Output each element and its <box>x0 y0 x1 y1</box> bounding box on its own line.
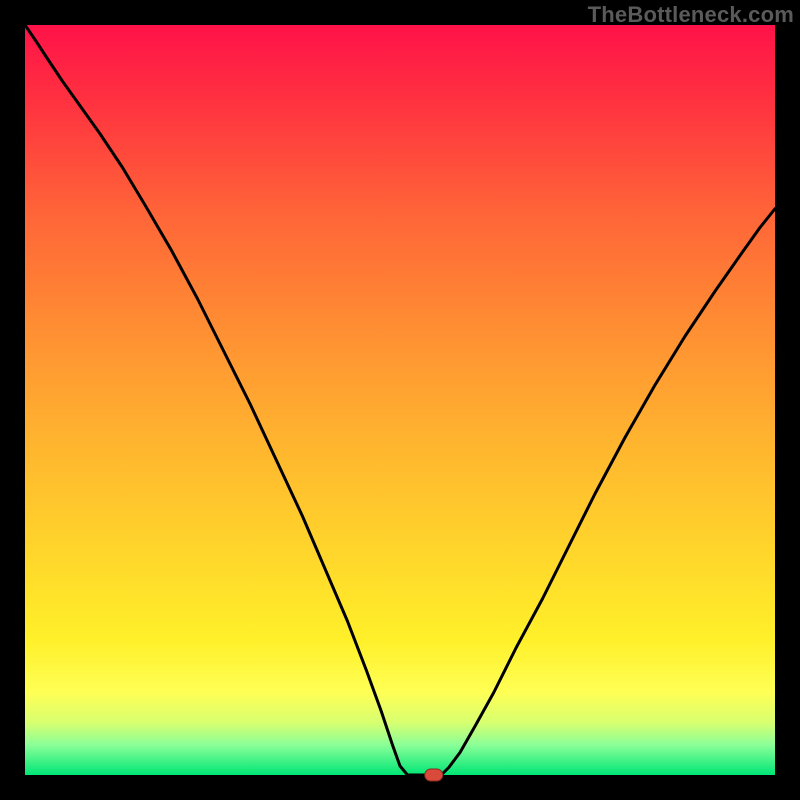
plot-background <box>25 25 775 775</box>
chart-svg <box>0 0 800 800</box>
optimal-marker <box>425 769 443 781</box>
chart-container: TheBottleneck.com <box>0 0 800 800</box>
